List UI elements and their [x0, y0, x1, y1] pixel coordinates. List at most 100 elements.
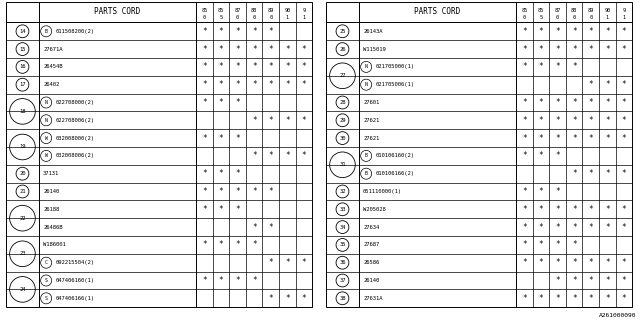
Text: *: * [589, 80, 593, 89]
Text: 33: 33 [339, 207, 346, 212]
Text: 87: 87 [234, 8, 241, 13]
Text: *: * [236, 169, 240, 178]
Text: *: * [621, 98, 627, 107]
Text: 14: 14 [19, 29, 26, 34]
Text: 22: 22 [19, 216, 26, 221]
Text: 9: 9 [303, 8, 305, 13]
Text: 19: 19 [19, 145, 26, 149]
Text: *: * [605, 80, 610, 89]
Text: *: * [236, 27, 240, 36]
Text: *: * [202, 27, 207, 36]
Text: *: * [252, 151, 257, 160]
Text: B: B [45, 29, 47, 34]
Text: N: N [45, 100, 47, 105]
Text: *: * [219, 276, 223, 285]
Text: 27: 27 [339, 73, 346, 78]
Text: 27631A: 27631A [363, 296, 383, 301]
Text: *: * [589, 205, 593, 214]
Text: 010106160(2): 010106160(2) [375, 153, 414, 158]
Text: 0: 0 [269, 15, 273, 20]
Text: *: * [236, 98, 240, 107]
Text: 27634: 27634 [363, 225, 380, 229]
Text: *: * [539, 240, 543, 249]
Text: 022708000(2): 022708000(2) [55, 100, 94, 105]
Text: 092215504(2): 092215504(2) [55, 260, 94, 265]
Text: *: * [556, 276, 560, 285]
Text: *: * [202, 80, 207, 89]
Text: *: * [202, 169, 207, 178]
Text: *: * [556, 240, 560, 249]
Text: 17: 17 [19, 82, 26, 87]
Text: *: * [589, 258, 593, 267]
Text: *: * [539, 98, 543, 107]
Text: W: W [45, 136, 47, 140]
Text: *: * [522, 116, 527, 125]
Text: N: N [45, 118, 47, 123]
Text: *: * [236, 80, 240, 89]
Text: 26188: 26188 [43, 207, 60, 212]
Text: *: * [252, 187, 257, 196]
Text: *: * [202, 187, 207, 196]
Text: *: * [572, 294, 577, 303]
Text: *: * [285, 258, 290, 267]
Text: 37131: 37131 [43, 171, 60, 176]
Text: *: * [285, 44, 290, 53]
Text: *: * [301, 44, 307, 53]
Text: *: * [539, 258, 543, 267]
Text: 85: 85 [218, 8, 224, 13]
Text: *: * [589, 294, 593, 303]
Text: W205028: W205028 [363, 207, 386, 212]
Text: S: S [45, 296, 47, 301]
Text: 21: 21 [19, 189, 26, 194]
Text: *: * [572, 205, 577, 214]
Text: *: * [219, 44, 223, 53]
Text: *: * [236, 205, 240, 214]
Text: *: * [556, 187, 560, 196]
Text: *: * [236, 44, 240, 53]
Text: *: * [269, 44, 273, 53]
Text: *: * [219, 205, 223, 214]
Text: 0: 0 [203, 15, 206, 20]
Text: *: * [285, 62, 290, 71]
Text: 26140: 26140 [43, 189, 60, 194]
Text: *: * [252, 44, 257, 53]
Text: *: * [556, 44, 560, 53]
Text: 047406160(1): 047406160(1) [55, 278, 94, 283]
Text: *: * [269, 116, 273, 125]
Text: 26586: 26586 [363, 260, 380, 265]
Text: W115019: W115019 [363, 47, 386, 52]
Text: 5: 5 [540, 15, 543, 20]
Text: *: * [605, 223, 610, 232]
Text: 16: 16 [19, 64, 26, 69]
Text: *: * [572, 240, 577, 249]
Text: *: * [621, 44, 627, 53]
Text: *: * [556, 258, 560, 267]
Text: 15: 15 [19, 47, 26, 52]
Text: *: * [539, 151, 543, 160]
Text: 1: 1 [606, 15, 609, 20]
Text: *: * [202, 44, 207, 53]
Text: *: * [522, 187, 527, 196]
Text: 27621: 27621 [363, 118, 380, 123]
Text: *: * [219, 62, 223, 71]
Text: *: * [556, 98, 560, 107]
Text: *: * [605, 133, 610, 143]
Text: *: * [605, 44, 610, 53]
Text: *: * [219, 187, 223, 196]
Text: 26: 26 [339, 47, 346, 52]
Text: 0: 0 [556, 15, 559, 20]
Text: *: * [539, 62, 543, 71]
Text: *: * [301, 80, 307, 89]
Text: *: * [522, 205, 527, 214]
Text: *: * [236, 187, 240, 196]
Text: *: * [621, 27, 627, 36]
Text: 90: 90 [604, 8, 611, 13]
Text: *: * [572, 133, 577, 143]
Text: *: * [621, 205, 627, 214]
Text: *: * [621, 169, 627, 178]
Text: 90: 90 [284, 8, 291, 13]
Text: *: * [589, 116, 593, 125]
Text: *: * [522, 223, 527, 232]
Text: *: * [301, 116, 307, 125]
Text: *: * [252, 62, 257, 71]
